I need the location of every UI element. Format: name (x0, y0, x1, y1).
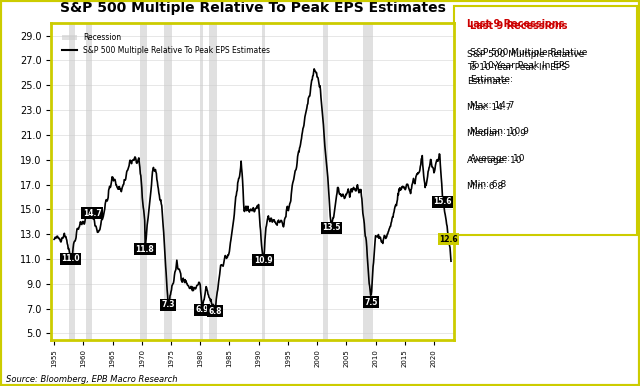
Text: Source: Bloomberg, EPB Macro Research: Source: Bloomberg, EPB Macro Research (6, 375, 178, 384)
Bar (363, 23, 372, 340)
Legend: Recession, S&P 500 Multiple Relative To Peak EPS Estimates: Recession, S&P 500 Multiple Relative To … (59, 30, 273, 58)
Bar (68, 23, 75, 340)
Bar (323, 23, 328, 340)
Text: 14.7: 14.7 (83, 208, 102, 218)
Bar (209, 23, 217, 340)
Text: 6.9: 6.9 (195, 305, 209, 314)
Text: 6.8: 6.8 (208, 306, 221, 316)
Text: S&P 500 Multiple Relative
To 10-Year Peak In EPS
Estimate:

Max: 14.7

Median: 1: S&P 500 Multiple Relative To 10-Year Pea… (467, 50, 584, 191)
Bar (86, 23, 92, 340)
Text: Last 9 Recessions: Last 9 Recessions (467, 19, 564, 29)
Text: 7.3: 7.3 (161, 300, 175, 310)
Text: 11.0: 11.0 (61, 254, 80, 264)
Bar (164, 23, 172, 340)
Text: 11.8: 11.8 (135, 245, 154, 254)
Text: 7.5: 7.5 (364, 298, 378, 307)
Text: Last 9 Recessions: Last 9 Recessions (470, 21, 568, 31)
Text: 15.6: 15.6 (433, 197, 452, 207)
Text: 12.6: 12.6 (439, 235, 458, 244)
Text: S&P 500 Multiple Relative
To 10-Year Peak In EPS
Estimate:

Max: 14.7

Median: 1: S&P 500 Multiple Relative To 10-Year Pea… (470, 48, 588, 189)
Bar (200, 23, 203, 340)
Bar (140, 23, 147, 340)
Text: 13.5: 13.5 (323, 223, 341, 232)
Bar (262, 23, 266, 340)
Title: S&P 500 Multiple Relative To Peak EPS Estimates: S&P 500 Multiple Relative To Peak EPS Es… (60, 1, 445, 15)
Text: 10.9: 10.9 (254, 256, 273, 265)
